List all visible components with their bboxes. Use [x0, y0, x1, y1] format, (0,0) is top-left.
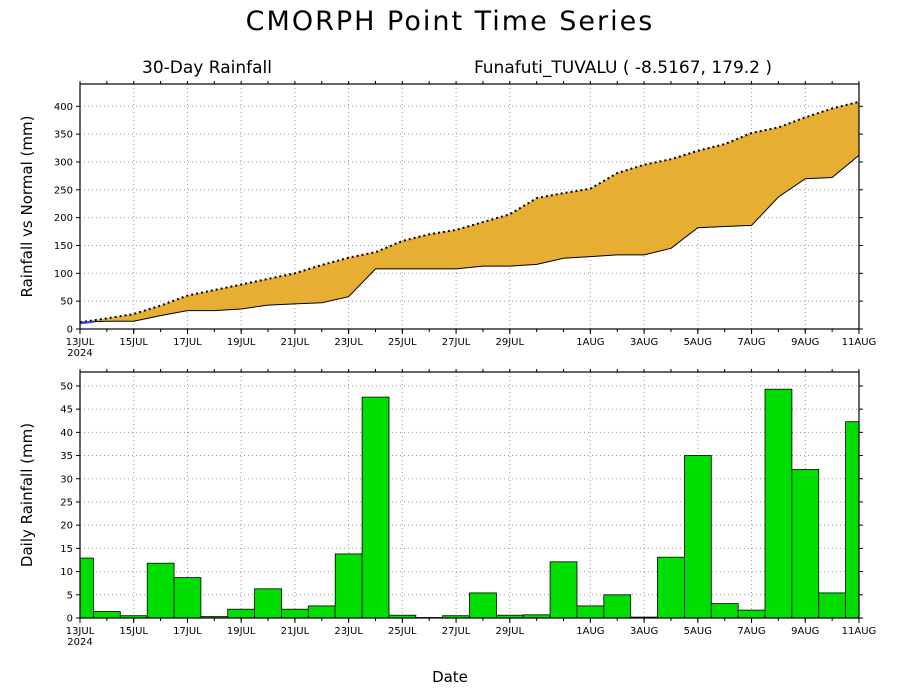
top-xtick-label-6: 25JUL: [388, 337, 417, 348]
bottom-xtick-label-10: 3AUG: [630, 626, 658, 637]
bar-day-3: [146, 562, 175, 619]
bar-day-1: [93, 611, 121, 619]
top-ytick-label-4: 200: [54, 213, 73, 224]
top-xtick-label-5: 23JUL: [334, 337, 363, 348]
top-xtick-label-10: 3AUG: [630, 337, 658, 348]
bottom-frame: [79, 371, 860, 619]
bar-day-18: [549, 561, 578, 619]
bar-day-20: [603, 594, 632, 619]
top-xtick-sublabel-0: 2024: [67, 348, 92, 359]
bar-day-23: [684, 455, 712, 619]
top-xtick-label-3: 19JUL: [227, 337, 256, 348]
bottom-ytick-label-0: 0: [67, 614, 73, 625]
bottom-ytick-label-1: 5: [67, 590, 73, 601]
bottom-xtick-label-3: 19JUL: [227, 626, 256, 637]
top-ytick-label-7: 350: [54, 130, 73, 141]
top-xtick-label-14: 11AUG: [842, 337, 877, 348]
chart-subtitle-left: 30-Day Rainfall: [142, 58, 272, 78]
bar-day-29: [845, 421, 860, 619]
bottom-ytick-label-6: 30: [60, 474, 73, 485]
bar-day-4: [173, 577, 202, 619]
bottom-ytick-label-9: 45: [60, 405, 73, 416]
top-ytick-label-2: 100: [54, 269, 73, 280]
bottom-xtick-label-14: 11AUG: [842, 626, 877, 637]
bar-day-11: [361, 396, 390, 619]
bottom-ytick-label-2: 10: [60, 567, 73, 578]
bottom-xtick-label-6: 25JUL: [388, 626, 417, 637]
bottom-y-axis-label: Daily Rainfall (mm): [18, 423, 36, 567]
bottom-xtick-label-4: 21JUL: [281, 626, 310, 637]
top-ytick-label-6: 300: [54, 157, 73, 168]
series-start-segment: [79, 320, 94, 325]
top-xtick-label-11: 5AUG: [684, 337, 712, 348]
top-frame: [79, 83, 860, 330]
area-below-normal: [80, 101, 859, 323]
top-ytick-label-5: 250: [54, 185, 73, 196]
top-ytick-label-0: 0: [67, 325, 73, 336]
bottom-ytick-label-4: 20: [60, 521, 73, 532]
top-xtick-label-9: 1AUG: [576, 337, 604, 348]
bottom-ytick-label-7: 35: [60, 451, 73, 462]
chart-title: CMORPH Point Time Series: [246, 6, 655, 37]
bottom-ytick-label-8: 40: [60, 428, 73, 439]
top-ytick-label-1: 50: [60, 297, 73, 308]
bar-day-26: [764, 388, 793, 619]
bottom-ytick-label-3: 15: [60, 544, 73, 555]
bottom-xtick-label-9: 1AUG: [576, 626, 604, 637]
top-xtick-label-8: 29JUL: [496, 337, 525, 348]
bottom-ytick-label-5: 25: [60, 497, 73, 508]
bar-day-28: [818, 592, 847, 619]
bar-day-0: [79, 557, 94, 619]
bottom-xtick-label-1: 15JUL: [119, 626, 148, 637]
bar-day-8: [281, 608, 309, 619]
bar-day-25: [737, 609, 766, 619]
bar-day-22: [657, 556, 685, 619]
bottom-xtick-sublabel-0: 2024: [67, 637, 92, 648]
bar-day-19: [576, 605, 605, 619]
bottom-xtick-label-13: 9AUG: [791, 626, 819, 637]
bar-day-24: [710, 603, 739, 619]
top-xtick-label-12: 7AUG: [737, 337, 765, 348]
bar-day-10: [334, 553, 363, 619]
top-xtick-label-7: 27JUL: [442, 337, 471, 348]
bottom-ytick-label-10: 50: [60, 381, 73, 392]
bar-day-15: [469, 592, 497, 619]
top-ytick-label-3: 150: [54, 241, 73, 252]
top-ytick-label-8: 400: [54, 102, 73, 113]
bar-day-7: [254, 588, 282, 619]
top-xtick-label-0: 13JUL: [66, 337, 95, 348]
bottom-xtick-label-0: 13JUL: [66, 626, 95, 637]
x-axis-label: Date: [432, 668, 468, 686]
bottom-xtick-label-8: 29JUL: [496, 626, 525, 637]
bottom-xtick-label-11: 5AUG: [684, 626, 712, 637]
bar-day-9: [307, 605, 336, 619]
top-xtick-label-2: 17JUL: [173, 337, 202, 348]
top-xtick-label-1: 15JUL: [119, 337, 148, 348]
top-xtick-label-13: 9AUG: [791, 337, 819, 348]
bar-day-6: [227, 608, 255, 619]
series-line-actual: [79, 154, 860, 323]
bottom-xtick-label-7: 27JUL: [442, 626, 471, 637]
bar-day-27: [791, 469, 820, 619]
bottom-xtick-label-12: 7AUG: [737, 626, 765, 637]
top-y-axis-label: Rainfall vs Normal (mm): [18, 116, 36, 298]
bottom-xtick-label-2: 17JUL: [173, 626, 202, 637]
bottom-xtick-label-5: 23JUL: [334, 626, 363, 637]
top-xtick-label-4: 21JUL: [281, 337, 310, 348]
chart-subtitle-right: Funafuti_TUVALU ( -8.5167, 179.2 ): [474, 58, 772, 78]
